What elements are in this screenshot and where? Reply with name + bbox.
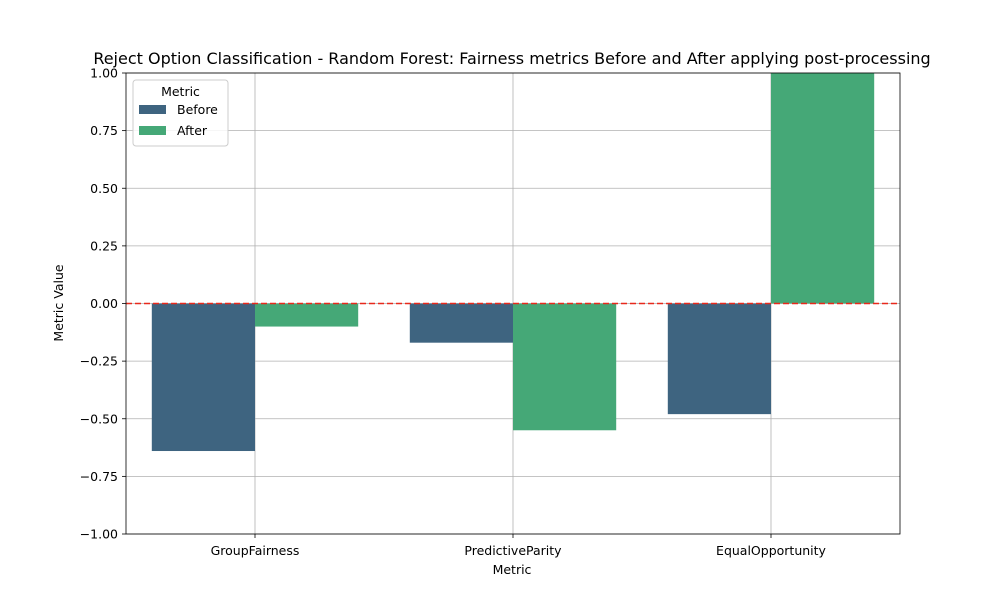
y-tick-label: 0.50: [90, 181, 118, 196]
y-tick-label: 1.00: [90, 66, 118, 81]
bar-before-predictiveparity: [409, 303, 513, 343]
y-tick-label: −0.75: [80, 469, 118, 484]
y-tick-label: 0.75: [90, 123, 118, 138]
y-tick-label: −0.50: [80, 411, 118, 426]
x-tick-label-equalopportunity: EqualOpportunity: [716, 543, 827, 558]
bar-after-groupfairness: [255, 303, 359, 327]
legend-swatch-after: [139, 126, 166, 135]
y-tick-label: 0.00: [90, 296, 118, 311]
bar-before-groupfairness: [151, 303, 255, 452]
bar-before-equalopportunity: [667, 303, 771, 415]
y-tick-label: 0.25: [90, 238, 118, 253]
y-axis-label: Metric Value: [51, 264, 66, 341]
legend-swatch-before: [139, 105, 166, 114]
bar-after-equalopportunity: [771, 73, 875, 304]
x-tick-label-groupfairness: GroupFairness: [211, 543, 300, 558]
legend-label-after: After: [177, 123, 208, 138]
legend: Metric Before After: [132, 79, 229, 147]
y-tick-label: −0.25: [80, 354, 118, 369]
x-axis-label: Metric: [493, 562, 532, 577]
x-tick-label-predictiveparity: PredictiveParity: [464, 543, 562, 558]
bars: [151, 73, 875, 452]
x-axis: GroupFairness PredictiveParity EqualOpport…: [211, 534, 827, 558]
bar-after-predictiveparity: [513, 303, 617, 431]
y-tick-label: −1.00: [80, 527, 118, 542]
chart-title: Reject Option Classification - Random Fo…: [93, 49, 930, 68]
y-axis: −1.00 −0.75 −0.50 −0.25 0.00 0.25 0.50 0.75 1.00: [80, 66, 126, 542]
legend-title: Metric: [161, 84, 200, 99]
legend-label-before: Before: [177, 102, 218, 117]
